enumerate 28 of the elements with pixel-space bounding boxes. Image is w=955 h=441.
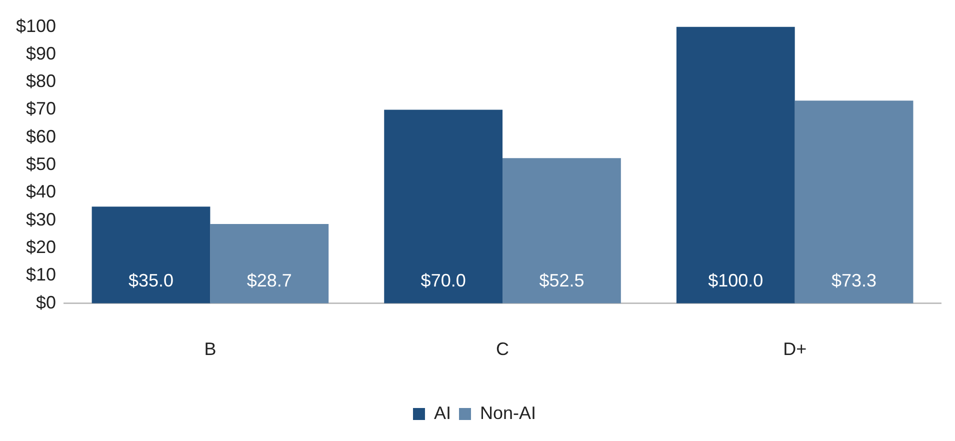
y-tick-label: $40: [26, 182, 56, 202]
legend-label: AI: [434, 402, 451, 423]
bar: [502, 158, 621, 304]
data-label: $52.5: [539, 270, 584, 290]
y-tick-label: $50: [26, 154, 56, 174]
y-tick-label: $20: [26, 237, 56, 258]
y-tick-label: $0: [36, 292, 56, 312]
bar: [210, 224, 329, 304]
y-tick-label: $80: [26, 71, 56, 92]
x-tick-label: B: [204, 339, 216, 360]
y-tick-label: $90: [26, 43, 56, 64]
y-tick-label: $10: [26, 264, 56, 285]
data-label: $28.7: [246, 270, 292, 290]
data-label: $35.0: [128, 270, 174, 290]
y-tick-label: $60: [26, 126, 56, 146]
x-tick-label: C: [496, 339, 510, 360]
bar: [794, 100, 914, 304]
data-label: $70.0: [420, 270, 466, 290]
bar: [384, 110, 503, 304]
data-label: $73.3: [832, 270, 877, 290]
y-tick-label: $100: [16, 16, 56, 36]
y-tick-label: $30: [26, 209, 56, 230]
y-tick-label: $70: [26, 98, 56, 119]
legend-label: Non-AI: [480, 402, 536, 423]
x-tick-label: D+: [783, 339, 807, 360]
bar: [676, 26, 795, 304]
bar: [92, 206, 210, 304]
data-label: $100.0: [708, 270, 764, 290]
